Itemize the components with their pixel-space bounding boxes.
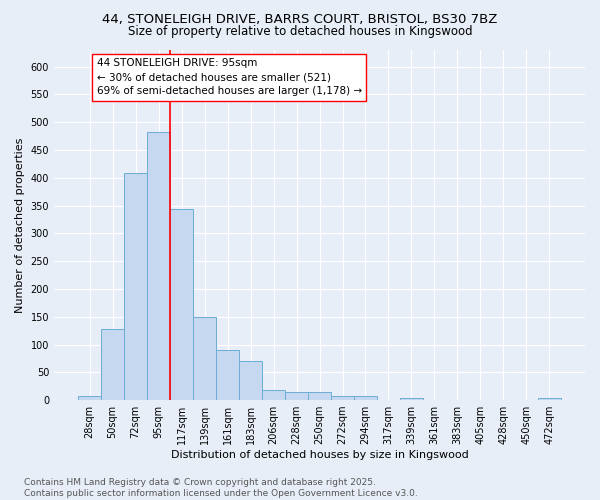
Y-axis label: Number of detached properties: Number of detached properties: [15, 138, 25, 312]
Bar: [193, 318, 216, 400]
Bar: [538, 398, 561, 400]
Bar: [285, 392, 308, 400]
Text: Size of property relative to detached houses in Kingswood: Size of property relative to detached ho…: [128, 25, 472, 38]
Bar: [170, 210, 193, 400]
Bar: [78, 396, 101, 400]
Bar: [147, 132, 170, 400]
Bar: [400, 398, 423, 400]
Bar: [262, 390, 285, 400]
Bar: [239, 361, 262, 400]
X-axis label: Distribution of detached houses by size in Kingswood: Distribution of detached houses by size …: [170, 450, 469, 460]
Bar: [354, 396, 377, 400]
Text: 44 STONELEIGH DRIVE: 95sqm
← 30% of detached houses are smaller (521)
69% of sem: 44 STONELEIGH DRIVE: 95sqm ← 30% of deta…: [97, 58, 362, 96]
Bar: [331, 396, 354, 400]
Bar: [308, 392, 331, 400]
Text: 44, STONELEIGH DRIVE, BARRS COURT, BRISTOL, BS30 7BZ: 44, STONELEIGH DRIVE, BARRS COURT, BRIST…: [103, 12, 497, 26]
Bar: [216, 350, 239, 400]
Bar: [101, 329, 124, 400]
Bar: [124, 174, 147, 400]
Text: Contains HM Land Registry data © Crown copyright and database right 2025.
Contai: Contains HM Land Registry data © Crown c…: [24, 478, 418, 498]
